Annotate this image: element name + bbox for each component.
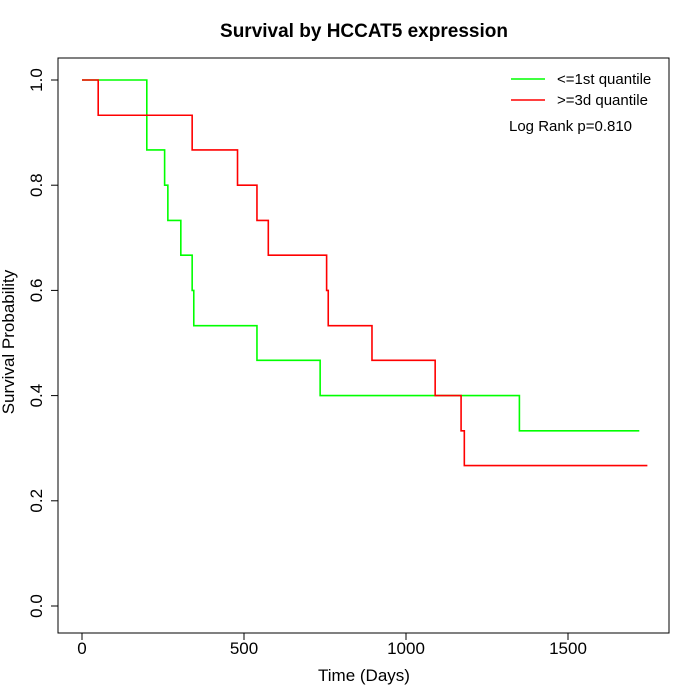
legend-label-1: <=1st quantile [557,71,651,88]
y-tick-label: 0.6 [27,279,46,303]
x-axis: 0 500 1000 1500 [77,632,587,658]
y-tick-label: 0.8 [27,173,46,197]
series-line-2 [82,79,648,467]
y-tick-label: 1.0 [27,68,46,92]
series-line-1 [82,79,640,432]
x-tick-label: 500 [230,639,258,658]
log-rank-annotation: Log Rank p=0.810 [509,118,632,135]
x-tick-label: 1000 [387,639,425,658]
x-tick-label: 0 [77,639,86,658]
y-tick-label: 0.4 [27,384,46,408]
series-layer [82,79,648,467]
x-axis-label: Time (Days) [318,666,410,685]
y-axis-label: Survival Probability [0,269,18,414]
y-axis: 0.0 0.2 0.4 0.6 0.8 1.0 [27,68,59,618]
y-tick-label: 0.0 [27,594,46,618]
legend-label-2: >=3d quantile [557,92,648,109]
plot-frame [57,57,670,634]
chart-title: Survival by HCCAT5 expression [220,21,508,42]
y-tick-label: 0.2 [27,489,46,513]
x-tick-label: 1500 [549,639,587,658]
legend: <=1st quantile >=3d quantile [511,71,651,109]
